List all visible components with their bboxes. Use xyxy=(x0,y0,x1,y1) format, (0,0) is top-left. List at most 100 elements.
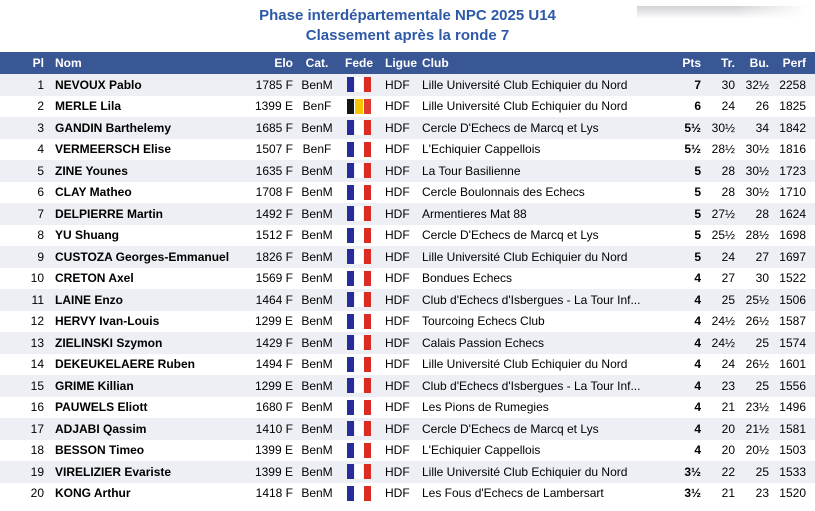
flag-fra-icon xyxy=(347,421,371,437)
cell-fede xyxy=(341,418,377,440)
cell-cat: BenM xyxy=(293,203,341,225)
cell-perf: 1533 xyxy=(771,461,815,483)
cell-fede xyxy=(341,95,377,117)
cell-club: Club d'Echecs d'Isbergues - La Tour Inf.… xyxy=(421,375,665,397)
table-row: 5 ZINE Younes 1635 F BenM HDF La Tour Basilie… xyxy=(0,160,815,182)
cell-club: Calais Passion Echecs xyxy=(421,332,665,354)
cell-club: La Tour Basilienne xyxy=(421,160,665,182)
cell-ligue: HDF xyxy=(377,353,421,375)
cell-tr: 20 xyxy=(703,418,737,440)
flag-fra-icon xyxy=(347,141,371,157)
table-row: 14 DEKEUKELAERE Ruben 1494 F BenM HDF Lille U… xyxy=(0,353,815,375)
cell-ligue: HDF xyxy=(377,396,421,418)
cell-ligue: HDF xyxy=(377,181,421,203)
cell-nom: LAINE Enzo xyxy=(48,289,233,311)
cell-pl: 4 xyxy=(0,138,48,160)
cell-tr: 23 xyxy=(703,375,737,397)
column-header-pts: Pts xyxy=(665,52,703,74)
cell-fede xyxy=(341,203,377,225)
cell-pts: 4 xyxy=(665,396,703,418)
cell-perf: 1825 xyxy=(771,95,815,117)
cell-tr: 22 xyxy=(703,461,737,483)
table-row: 18 BESSON Timeo 1399 E BenM HDF L'Echiquier C… xyxy=(0,439,815,461)
cell-cat: BenM xyxy=(293,461,341,483)
cell-nom: YU Shuang xyxy=(48,224,233,246)
cell-nom: NEVOUX Pablo xyxy=(48,74,233,96)
table-header-row: Pl Nom Elo Cat. Fede Ligue Club Pts Tr. Bu. Perf xyxy=(0,52,815,74)
cell-ligue: HDF xyxy=(377,203,421,225)
column-header-club: Club xyxy=(421,52,665,74)
cell-pl: 5 xyxy=(0,160,48,182)
cell-elo: 1399 E xyxy=(233,461,293,483)
cell-club: Cercle Boulonnais des Echecs xyxy=(421,181,665,203)
cell-pl: 17 xyxy=(0,418,48,440)
table-row: 12 HERVY Ivan-Louis 1299 E BenM HDF Tourcoing… xyxy=(0,310,815,332)
table-row: 20 KONG Arthur 1418 F BenM HDF Les Fous d'Ech… xyxy=(0,482,815,504)
cell-perf: 1574 xyxy=(771,332,815,354)
column-header-ligue: Ligue xyxy=(377,52,421,74)
cell-tr: 25½ xyxy=(703,224,737,246)
cell-ligue: HDF xyxy=(377,224,421,246)
page-header: Phase interdépartementale NPC 2025 U14 C… xyxy=(0,6,815,46)
cell-perf: 1710 xyxy=(771,181,815,203)
cell-ligue: HDF xyxy=(377,267,421,289)
flag-fra-icon xyxy=(347,206,371,222)
cell-perf: 1698 xyxy=(771,224,815,246)
cell-fede xyxy=(341,310,377,332)
flag-fra-icon xyxy=(347,399,371,415)
cell-ligue: HDF xyxy=(377,332,421,354)
cell-pts: 3½ xyxy=(665,461,703,483)
flag-fra-icon xyxy=(347,313,371,329)
cell-cat: BenM xyxy=(293,224,341,246)
cell-fede xyxy=(341,396,377,418)
cell-club: Les Fous d'Echecs de Lambersart xyxy=(421,482,665,504)
flag-bel-icon xyxy=(347,98,371,114)
cell-fede xyxy=(341,117,377,139)
cell-bu: 30½ xyxy=(737,160,771,182)
cell-ligue: HDF xyxy=(377,160,421,182)
cell-club: Lille Université Club Echiquier du Nord xyxy=(421,246,665,268)
cell-bu: 26½ xyxy=(737,353,771,375)
cell-club: Lille Université Club Echiquier du Nord xyxy=(421,461,665,483)
cell-elo: 1418 F xyxy=(233,482,293,504)
cell-club: Lille Université Club Echiquier du Nord xyxy=(421,353,665,375)
cell-pl: 7 xyxy=(0,203,48,225)
cell-pl: 15 xyxy=(0,375,48,397)
cell-nom: ZINE Younes xyxy=(48,160,233,182)
cell-bu: 27 xyxy=(737,246,771,268)
cell-bu: 26½ xyxy=(737,310,771,332)
cell-ligue: HDF xyxy=(377,95,421,117)
cell-ligue: HDF xyxy=(377,375,421,397)
cell-cat: BenM xyxy=(293,310,341,332)
cell-elo: 1299 E xyxy=(233,310,293,332)
cell-club: Tourcoing Echecs Club xyxy=(421,310,665,332)
cell-elo: 1708 F xyxy=(233,181,293,203)
cell-elo: 1507 F xyxy=(233,138,293,160)
cell-elo: 1685 F xyxy=(233,117,293,139)
standings-table: Pl Nom Elo Cat. Fede Ligue Club Pts Tr. Bu. Perf 1… xyxy=(0,52,815,504)
cell-perf: 1522 xyxy=(771,267,815,289)
cell-perf: 1624 xyxy=(771,203,815,225)
cell-club: Cercle D'Echecs de Marcq et Lys xyxy=(421,224,665,246)
cell-cat: BenM xyxy=(293,181,341,203)
cell-tr: 25 xyxy=(703,289,737,311)
cell-fede xyxy=(341,461,377,483)
flag-fra-icon xyxy=(347,442,371,458)
cell-elo: 1492 F xyxy=(233,203,293,225)
table-row: 13 ZIELINSKI Szymon 1429 F BenM HDF Calais Pa… xyxy=(0,332,815,354)
cell-nom: DELPIERRE Martin xyxy=(48,203,233,225)
cell-cat: BenM xyxy=(293,332,341,354)
cell-nom: BESSON Timeo xyxy=(48,439,233,461)
cell-ligue: HDF xyxy=(377,289,421,311)
cell-pts: 5 xyxy=(665,246,703,268)
cell-club: L'Echiquier Cappellois xyxy=(421,439,665,461)
cell-bu: 30½ xyxy=(737,181,771,203)
cell-pl: 1 xyxy=(0,74,48,96)
table-row: 19 VIRELIZIER Evariste 1399 E BenM HDF Lille … xyxy=(0,461,815,483)
cell-cat: BenF xyxy=(293,95,341,117)
cell-nom: VERMEERSCH Elise xyxy=(48,138,233,160)
cell-pts: 5 xyxy=(665,160,703,182)
cell-nom: VIRELIZIER Evariste xyxy=(48,461,233,483)
cell-ligue: HDF xyxy=(377,461,421,483)
cell-pl: 20 xyxy=(0,482,48,504)
